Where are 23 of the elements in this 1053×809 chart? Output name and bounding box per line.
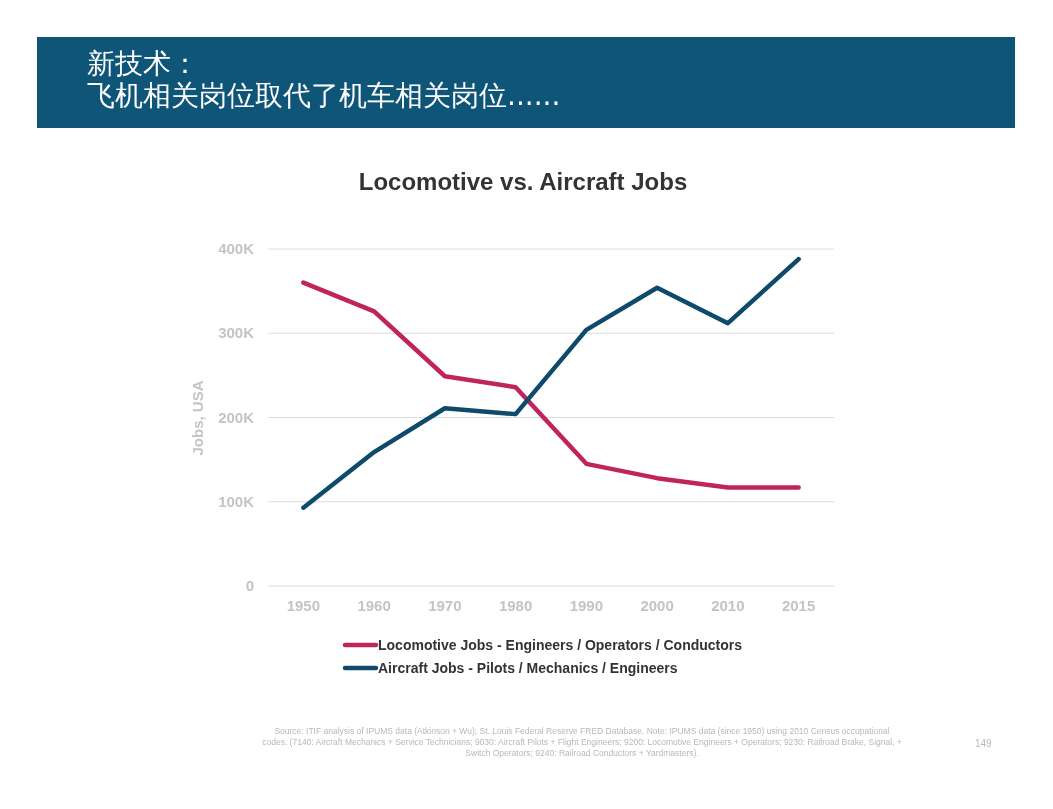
line-series — [301, 256, 801, 510]
x-tick-label: 1950 — [286, 597, 321, 614]
y-tick-label: 300K — [218, 324, 255, 342]
header: 新技术：飞机相关岗位取代了机车相关岗位...... — [37, 37, 1015, 128]
x-tick-label: 1970 — [428, 597, 462, 614]
x-tick-label: 1990 — [569, 597, 604, 614]
y-axis-title: Jobs, USA — [189, 380, 206, 456]
chart-subtitle: Locomotive vs. Aircraft Jobs — [358, 168, 688, 195]
y-tick-label: 400K — [218, 240, 255, 257]
legend-item: Locomotive Jobs - Engineers / Operators / Conductors — [342, 637, 743, 653]
y-tick-label: 0 — [245, 577, 254, 594]
x-tick-label: 2015 — [781, 597, 816, 614]
x-tick-label: 2000 — [640, 597, 674, 614]
legend-item: Aircraft Jobs - Pilots / Mechanics / Engineers — [342, 660, 678, 676]
x-tick-label: 2010 — [711, 597, 745, 614]
chart-title: 新技术：飞机相关岗位取代了机车相关岗位...... — [86, 47, 562, 112]
source-note: Source: ITIF analysis of IPUMS data (Atkinson + Wu); St. Louis Federal Reserve FRED Database. Note: IPUMS data (since 1950) using 2010 Census occupational codes. (7140: Aircraft Mechanics + Service Technicians; 9030: Aircraft Pilots + Flight Engineers; 9200: Locomotive Engineers + Operators; 9230: Railroad Brake, Signal, + Switch Operators; 9240: Railroad Conductors + Yardmasters). — [262, 726, 902, 759]
x-tick-label: 1980 — [498, 597, 533, 614]
y-tick-label: 100K — [218, 492, 255, 510]
line-series — [301, 280, 801, 490]
x-tick-label: 1960 — [357, 597, 391, 614]
text: 149 — [975, 738, 992, 749]
y-tick-label: 200K — [218, 408, 255, 426]
